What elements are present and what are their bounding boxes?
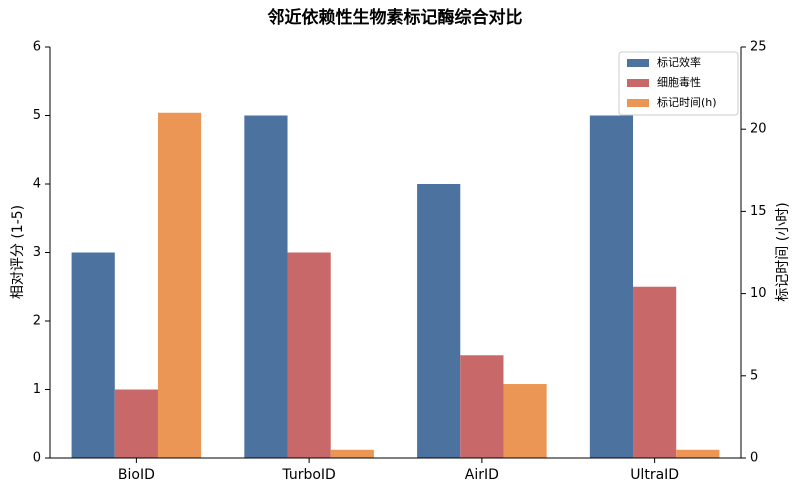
bar [589, 115, 634, 458]
x-tick-label: AirID [465, 467, 499, 483]
bar [633, 286, 677, 458]
bar [676, 449, 720, 458]
legend-label: 标记时间(h) [657, 95, 717, 109]
y-tick-label: 3 [33, 245, 41, 260]
bar [71, 252, 115, 458]
chart-title: 邻近依赖性生物素标记酶综合对比 [268, 7, 523, 28]
y2-tick-label: 10 [750, 286, 767, 301]
bar [287, 252, 331, 458]
y-tick-label: 4 [33, 177, 41, 192]
y-tick-label: 5 [33, 108, 41, 123]
y2-tick-label: 20 [750, 122, 767, 137]
y-tick-label: 0 [33, 451, 41, 466]
y2-axis-label: 标记时间 (小时) [775, 202, 791, 301]
legend-label: 细胞毒性 [657, 75, 701, 89]
y2-tick-label: 15 [750, 204, 767, 219]
y-tick-label: 2 [33, 314, 41, 329]
legend-swatch [627, 99, 649, 107]
bar [417, 184, 461, 458]
y-axis-label: 相对评分 (1-5) [10, 205, 26, 299]
bar [503, 384, 547, 458]
legend-swatch [627, 59, 649, 67]
x-tick-label: BioID [118, 467, 155, 483]
x-tick-label: UltraID [630, 467, 679, 483]
y2-tick-label: 5 [750, 368, 758, 383]
y2-tick-label: 25 [750, 40, 767, 55]
bar [114, 389, 158, 458]
bar [244, 115, 288, 458]
legend-label: 标记效率 [657, 55, 701, 69]
y-tick-label: 6 [33, 40, 41, 55]
axes-frame [49, 47, 742, 459]
y2-tick-label: 0 [750, 451, 758, 466]
x-tick-label: TurboID [281, 467, 335, 483]
bar [330, 449, 374, 458]
bar [460, 355, 504, 458]
bar [157, 112, 202, 458]
y-tick-label: 1 [33, 382, 41, 397]
legend-swatch [627, 79, 649, 87]
